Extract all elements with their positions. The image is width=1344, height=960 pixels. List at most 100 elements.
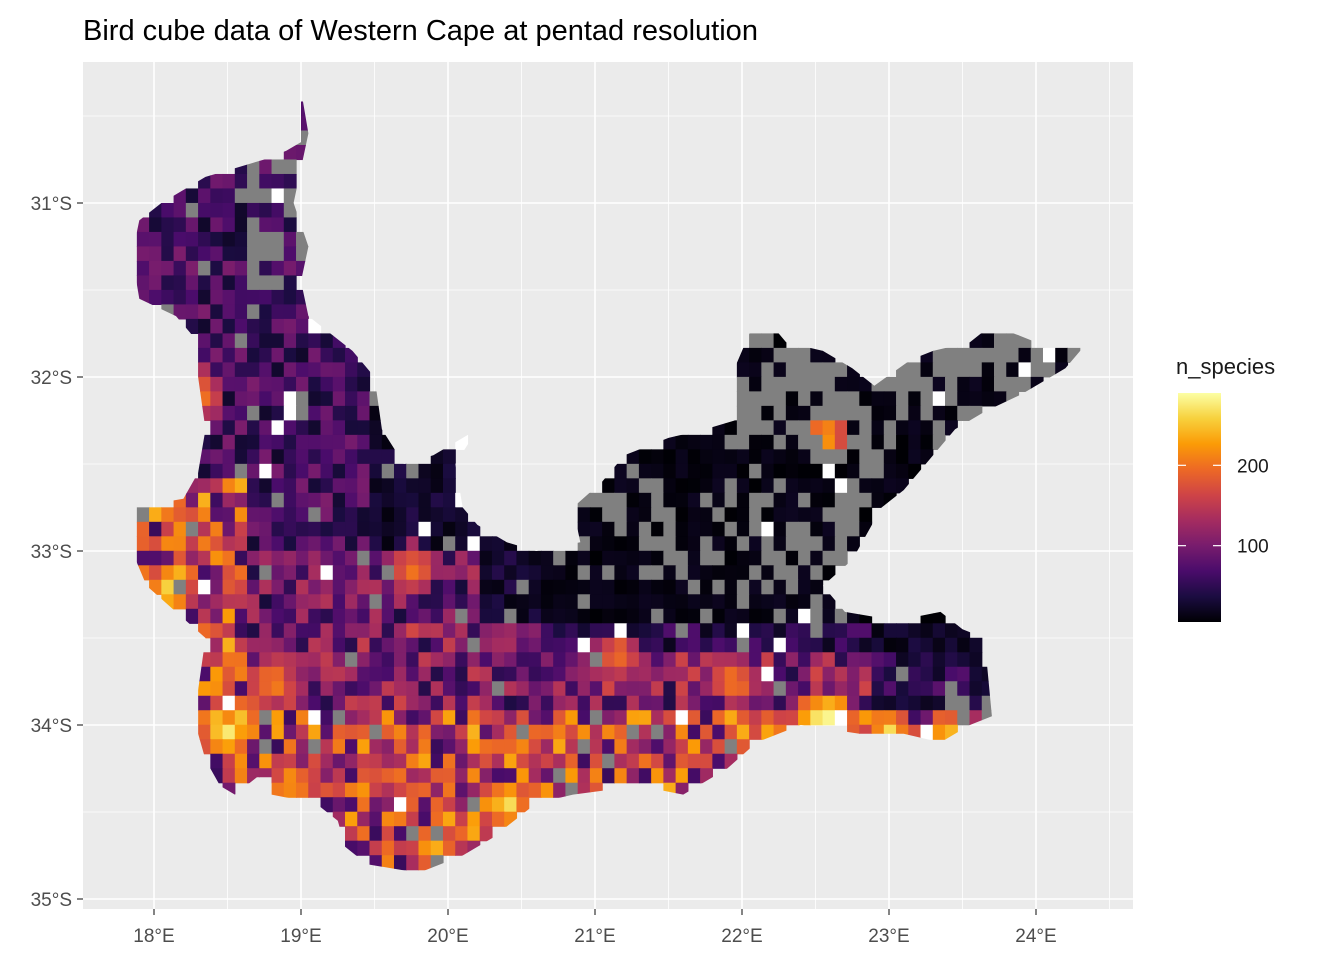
pentad-cell — [418, 507, 432, 523]
pentad-cell — [381, 666, 395, 682]
pentad-cell — [896, 420, 909, 436]
pentad-cell — [222, 710, 236, 726]
pentad-cell — [234, 246, 248, 262]
pentad-cell — [234, 318, 248, 334]
pentad-cell — [247, 478, 260, 494]
pentad-cell — [847, 463, 860, 479]
pentad-cell — [798, 492, 811, 508]
pentad-cell — [479, 666, 493, 682]
pentad-cell — [761, 550, 775, 566]
pentad-cell — [210, 362, 224, 378]
pentad-cell — [687, 724, 701, 740]
pentad-cell — [467, 739, 481, 755]
pentad-cell — [369, 724, 383, 740]
pentad-cell — [822, 594, 836, 610]
pentad-cell — [332, 434, 346, 450]
pentad-cell — [565, 739, 579, 755]
pentad-cell — [296, 550, 309, 566]
pentad-cell — [210, 420, 224, 436]
pentad-cell — [638, 637, 652, 653]
pentad-cell — [700, 565, 713, 581]
pentad-cell — [614, 739, 628, 755]
pentad-cell — [920, 623, 934, 639]
pentad-cell — [540, 739, 554, 755]
pentad-cell — [222, 594, 236, 610]
pentad-cell — [185, 260, 199, 277]
y-tick-label: 35°S — [31, 890, 72, 911]
pentad-cell — [847, 666, 860, 682]
pentad-cell — [785, 608, 799, 624]
pentad-cell — [234, 391, 248, 407]
pentad-cell — [296, 333, 309, 349]
pentad-cell — [283, 695, 297, 711]
pentad-cell — [675, 623, 689, 639]
pentad-cell — [222, 231, 236, 248]
pentad-cell — [602, 739, 616, 755]
pentad-cell — [687, 681, 701, 697]
pentad-cell — [724, 507, 738, 523]
pentad-cell — [369, 753, 383, 769]
pentad-cell — [393, 637, 407, 653]
pentad-cell — [822, 478, 836, 494]
pentad-cell — [883, 478, 897, 494]
pentad-cell — [406, 623, 420, 639]
pentad-cell — [406, 507, 420, 523]
pentad-cell — [234, 463, 248, 479]
pentad-cell — [393, 666, 407, 682]
pentad-cell — [651, 536, 664, 552]
pentad-cell — [736, 478, 750, 494]
pentad-cell — [736, 362, 750, 378]
pentad-cell — [810, 507, 824, 523]
pentad-cell — [406, 753, 420, 769]
pentad-cell — [332, 362, 346, 378]
pentad-cell — [663, 550, 677, 566]
pentad-cell — [381, 782, 395, 798]
pentad-cell — [736, 492, 750, 508]
pentad-cell — [749, 420, 762, 436]
pentad-cell — [455, 550, 469, 566]
pentad-cell — [173, 246, 187, 262]
pentad-cell — [798, 376, 811, 392]
pentad-cell — [210, 521, 224, 537]
pentad-cell — [234, 434, 248, 450]
pentad-cell — [785, 536, 799, 552]
pentad-cell — [283, 405, 297, 421]
pentad-cell — [247, 550, 260, 566]
pentad-cell — [871, 695, 885, 711]
pentad-cell — [847, 420, 860, 436]
pentad-cell — [773, 594, 787, 610]
pentad-cell — [626, 739, 640, 755]
pentad-cell — [749, 463, 762, 479]
pentad-cell — [651, 608, 664, 624]
pentad-cell — [393, 492, 407, 508]
pentad-cell — [185, 217, 199, 233]
pentad-cell — [430, 695, 444, 711]
pentad-cell — [259, 405, 273, 421]
pentad-cell — [308, 782, 322, 798]
pentad-cell — [675, 681, 689, 697]
pentad-cell — [234, 565, 248, 581]
pentad-cell — [577, 666, 591, 682]
pentad-cell — [247, 202, 260, 219]
pentad-cell — [479, 811, 493, 827]
pentad-cell — [614, 681, 628, 697]
pentad-cell — [442, 565, 456, 581]
pentad-cell — [491, 695, 505, 711]
pentad-cell — [234, 492, 248, 508]
pentad-cell — [724, 637, 738, 653]
pentad-cell — [345, 434, 358, 450]
pentad-cell — [369, 579, 383, 595]
pentad-cell — [381, 724, 395, 740]
pentad-cell — [308, 362, 322, 378]
pentad-cell — [332, 536, 346, 552]
pentad-cell — [540, 782, 554, 798]
pentad-cell — [798, 594, 811, 610]
pentad-cell — [381, 565, 395, 581]
pentad-cell — [381, 478, 395, 494]
pentad-cell — [234, 695, 248, 711]
pentad-cell — [675, 434, 689, 450]
pentad-cell — [442, 826, 456, 842]
pentad-cell — [810, 710, 824, 726]
pentad-cell — [663, 478, 677, 494]
pentad-cell — [418, 550, 432, 566]
